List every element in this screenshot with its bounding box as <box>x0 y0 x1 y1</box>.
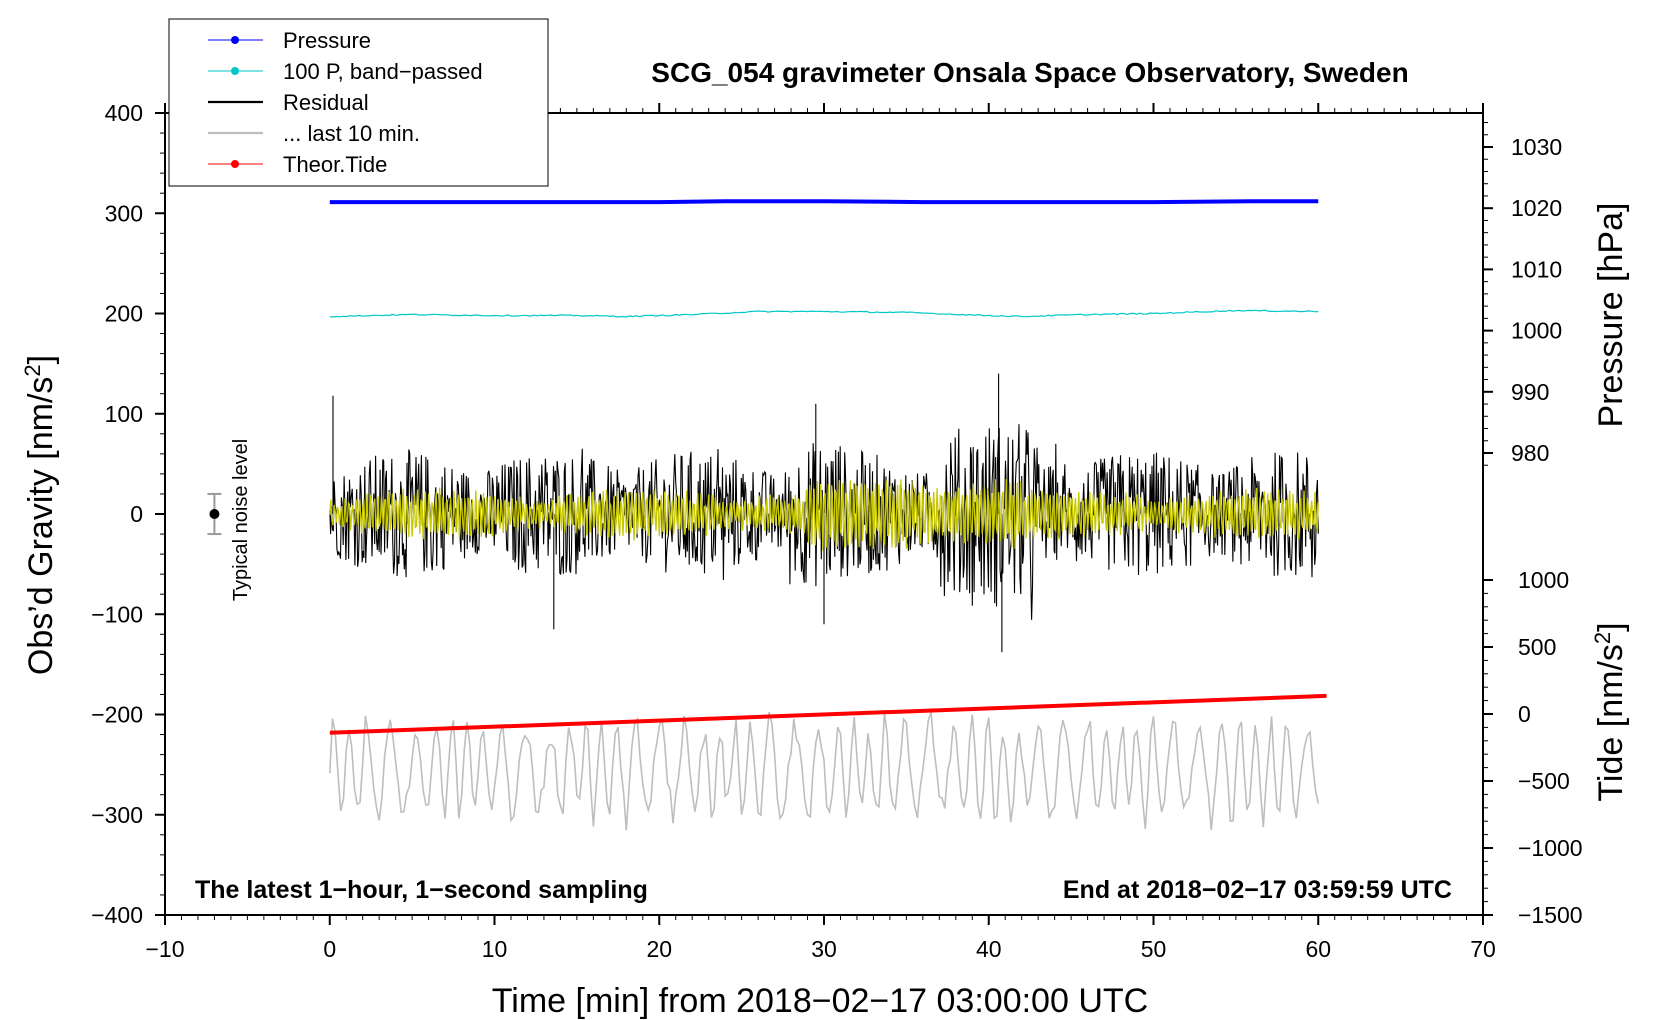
svg-text:Tide [nm/s2]: Tide [nm/s2] <box>1590 622 1630 801</box>
note-left: The latest 1−hour, 1−second sampling <box>195 876 648 904</box>
x-tick-label: 60 <box>1305 936 1331 962</box>
y-tick-label: −200 <box>91 702 143 728</box>
y-tick-label: 200 <box>105 301 143 327</box>
noise-point <box>209 509 220 519</box>
svg-text:Pressure [hPa]: Pressure [hPa] <box>1592 203 1630 428</box>
pressure-tick-label: 990 <box>1511 379 1549 405</box>
legend-label: 100 P, band−passed <box>283 59 483 84</box>
legend-swatch-marker <box>231 67 239 75</box>
svg-text:Typical noise level: Typical noise level <box>230 439 252 601</box>
tide-axis-label: Tide [nm/s2] <box>1590 622 1630 801</box>
x-tick-label: 40 <box>976 936 1002 962</box>
x-tick-label: −10 <box>145 936 184 962</box>
tide-tick-label: −1500 <box>1518 902 1583 928</box>
noise-level-label: Typical noise level <box>230 439 252 601</box>
pressure-tick-label: 1030 <box>1511 134 1562 160</box>
legend: Pressure 100 P, band−passed Residual ... la… <box>168 18 549 187</box>
series-line-residual-filtered <box>329 478 1319 551</box>
note-right: End at 2018−02−17 03:59:59 UTC <box>1063 876 1452 904</box>
svg-text:Obs’d Gravity [nm/s2]: Obs’d Gravity [nm/s2] <box>20 355 60 675</box>
y-axis-label-main: Obs’d Gravity [nm/s <box>22 377 60 676</box>
series-line-theor-tide <box>329 693 1327 735</box>
tide-axis-label-sup: 2 <box>1590 632 1615 644</box>
legend-label: Pressure <box>283 28 371 53</box>
series-line-band-passed <box>329 309 1319 318</box>
y-tick-label: 100 <box>105 401 143 427</box>
y-axis-label-sup: 2 <box>20 364 45 376</box>
legend-swatch-marker <box>231 160 239 168</box>
legend-label: Residual <box>283 90 369 115</box>
y-axis-label: Obs’d Gravity [nm/s2] <box>20 355 60 675</box>
chart-title: SCG_054 gravimeter Onsala Space Observat… <box>651 57 1408 88</box>
pressure-tick-label: 980 <box>1511 440 1549 466</box>
pressure-tick-label: 1000 <box>1511 318 1562 344</box>
y-tick-label: −400 <box>91 902 143 928</box>
noise-level-indicator <box>207 492 222 536</box>
tide-tick-label: −500 <box>1518 768 1570 794</box>
tide-tick-label: 1000 <box>1518 567 1569 593</box>
series-line-last-10-min <box>329 711 1320 831</box>
x-tick-label: 30 <box>811 936 837 962</box>
x-tick-label: 70 <box>1470 936 1496 962</box>
y-tick-label: 400 <box>105 100 143 126</box>
pressure-tick-label: 1010 <box>1511 256 1562 282</box>
axes-ticks: −10 0 10 20 30 40 50 60 70−400−300−200−100010020… <box>91 100 1582 962</box>
y-axis-label-close: ] <box>22 355 60 364</box>
tide-axis-label-main: Tide [nm/s <box>1592 644 1630 801</box>
x-tick-label: 10 <box>482 936 508 962</box>
x-tick-label: 20 <box>646 936 672 962</box>
series-line-pressure <box>329 199 1319 205</box>
pressure-axis-label: Pressure [hPa] <box>1592 203 1630 428</box>
y-tick-label: −300 <box>91 802 143 828</box>
tide-tick-label: −1000 <box>1518 835 1583 861</box>
legend-label: ... last 10 min. <box>283 121 420 146</box>
y-tick-label: 300 <box>105 200 143 226</box>
legend-label: Theor.Tide <box>283 152 387 177</box>
legend-swatch-marker <box>231 36 239 44</box>
x-axis-label: Time [min] from 2018−02−17 03:00:00 UTC <box>492 982 1148 1020</box>
x-tick-label: 0 <box>323 936 336 962</box>
tide-tick-label: 500 <box>1518 634 1556 660</box>
pressure-tick-label: 1020 <box>1511 195 1562 221</box>
tide-tick-label: 0 <box>1518 701 1531 727</box>
y-tick-label: 0 <box>130 501 143 527</box>
x-tick-label: 50 <box>1141 936 1167 962</box>
tide-axis-label-close: ] <box>1592 622 1630 631</box>
series-layer <box>329 199 1327 831</box>
y-tick-label: −100 <box>91 601 143 627</box>
